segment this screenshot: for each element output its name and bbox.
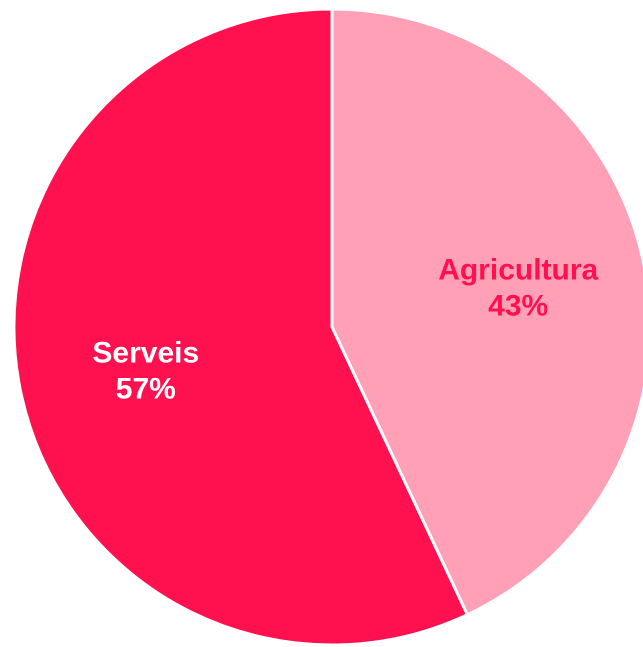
pie-slice-serveis: [12, 7, 470, 647]
slice-name-label: Serveis: [92, 337, 199, 370]
slice-name-label: Agricultura: [438, 253, 598, 286]
pie-slice-agricultura: [330, 7, 643, 617]
slice-percent-label: 43%: [488, 289, 548, 322]
pie-labels: Agricultura 43% Serveis 57%: [92, 253, 598, 405]
pie-slices: [12, 7, 643, 647]
pie-label-agricultura: Agricultura 43%: [438, 253, 598, 322]
slice-percent-label: 57%: [116, 373, 176, 406]
pie-label-serveis: Serveis 57%: [92, 337, 199, 406]
